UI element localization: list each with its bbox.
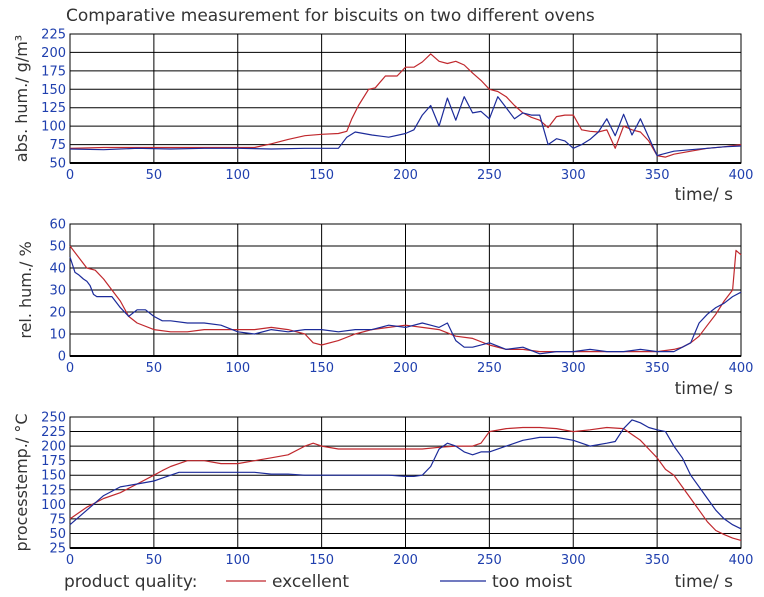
y-tick-label: 200 — [41, 46, 66, 61]
x-tick-label: 0 — [66, 361, 74, 376]
panel-1: 0 50 100 150 200 250 300 350 4005075100125150175… — [12, 28, 753, 206]
panel-3: 0 50 100 150 200 250 300 350 4002550751001251501… — [12, 411, 753, 593]
x-tick-label: 350 — [645, 361, 670, 376]
x-tick-label: 300 — [561, 553, 586, 568]
y-tick-label: 100 — [41, 120, 66, 135]
y-tick-label: 25 — [49, 542, 66, 557]
y-tick-label: 75 — [49, 138, 66, 153]
y-tick-label: 100 — [41, 498, 66, 513]
y-tick-label: 175 — [41, 454, 66, 469]
x-tick-label: 0 — [66, 553, 74, 568]
series-line-too-moist — [69, 256, 742, 355]
y-tick-label: 250 — [41, 411, 66, 426]
y-tick-label: 30 — [49, 284, 66, 299]
series-line-excellent — [69, 426, 742, 541]
y-tick-label: 150 — [41, 469, 66, 484]
x-tick-label: 100 — [225, 361, 250, 376]
x-tick-label: 0 — [66, 168, 74, 183]
x-tick-label: 100 — [225, 168, 250, 183]
x-tick-label: 200 — [393, 361, 418, 376]
x-tick-label: 150 — [309, 168, 334, 183]
x-tick-label: 400 — [729, 168, 754, 183]
y-tick-label: 75 — [49, 512, 66, 527]
x-tick-label: 50 — [146, 553, 163, 568]
x-tick-label: 250 — [477, 361, 502, 376]
x-tick-label: 200 — [393, 553, 418, 568]
x-axis-label: time/ s — [675, 379, 734, 399]
y-tick-label: 200 — [41, 440, 66, 455]
y-tick-label: 125 — [41, 101, 66, 116]
y-tick-label: 125 — [41, 483, 66, 498]
x-tick-label: 100 — [225, 553, 250, 568]
x-tick-label: 200 — [393, 168, 418, 183]
series-line-excellent — [69, 245, 742, 353]
x-tick-label: 150 — [309, 361, 334, 376]
y-tick-label: 60 — [49, 218, 66, 233]
x-tick-label: 350 — [645, 553, 670, 568]
y-tick-label: 225 — [41, 28, 66, 43]
legend-label: product quality: — [64, 572, 197, 592]
series-line-too-moist — [69, 419, 742, 530]
y-tick-label: 20 — [49, 306, 66, 321]
x-tick-label: 350 — [645, 168, 670, 183]
x-tick-label: 150 — [309, 553, 334, 568]
y-tick-label: 10 — [49, 328, 66, 343]
legend: product quality: excellent too moist — [64, 572, 572, 592]
legend-item-too-moist: too moist — [492, 572, 572, 592]
y-tick-label: 175 — [41, 64, 66, 79]
x-tick-label: 300 — [561, 361, 586, 376]
y-tick-label: 40 — [49, 262, 66, 277]
x-tick-label: 250 — [477, 168, 502, 183]
x-tick-label: 50 — [146, 168, 163, 183]
y-tick-label: 150 — [41, 83, 66, 98]
legend-item-excellent: excellent — [272, 572, 349, 592]
y-tick-label: 225 — [41, 425, 66, 440]
x-axis-label: time/ s — [675, 185, 734, 205]
x-tick-label: 400 — [729, 553, 754, 568]
series-line-too-moist — [69, 96, 742, 157]
x-tick-label: 50 — [146, 361, 163, 376]
y-tick-label: 50 — [49, 240, 66, 255]
x-tick-label: 400 — [729, 361, 754, 376]
x-tick-label: 300 — [561, 168, 586, 183]
y-axis-label: processtemp./ °C — [12, 413, 31, 551]
y-tick-label: 0 — [58, 350, 66, 365]
y-tick-label: 50 — [49, 157, 66, 172]
y-axis-label: rel. hum./ % — [16, 241, 35, 338]
panel-2: 0 50 100 150 200 250 300 350 400 0 10 20 30 40 50 60 rel… — [16, 218, 753, 400]
y-tick-label: 50 — [49, 527, 66, 542]
y-axis-label: abs. hum./ g/m³ — [12, 35, 31, 162]
x-tick-label: 250 — [477, 553, 502, 568]
series-line-excellent — [69, 53, 742, 158]
chart-title: Comparative measurement for biscuits on … — [66, 6, 595, 26]
x-axis-label: time/ s — [675, 572, 734, 592]
